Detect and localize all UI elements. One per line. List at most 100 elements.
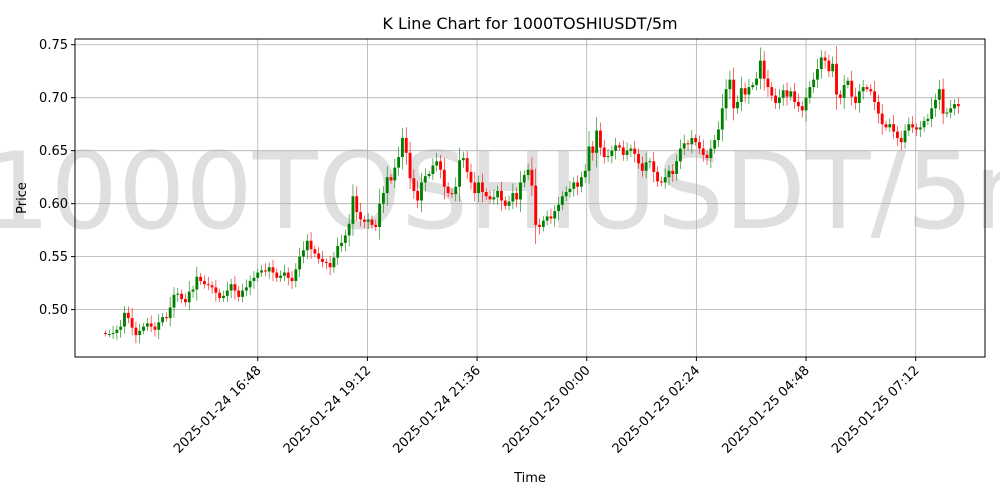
candle-body (880, 113, 884, 125)
candle-body (172, 294, 176, 308)
candle-body (812, 79, 816, 88)
candle (484, 188, 488, 200)
candle-body (222, 295, 225, 298)
candle (157, 314, 161, 340)
candle-body (244, 287, 248, 291)
candle (766, 70, 770, 97)
candle (366, 213, 370, 230)
candle (557, 196, 560, 221)
candle-body (503, 200, 507, 206)
candle-body (953, 104, 956, 109)
candle (416, 180, 420, 209)
candle-body (401, 137, 404, 158)
candle-body (892, 124, 896, 132)
candle-body (336, 246, 340, 258)
candle (576, 175, 580, 195)
candle-body (560, 196, 564, 205)
candle-body (279, 275, 283, 278)
candle-body (762, 60, 766, 79)
candle-body (846, 80, 850, 85)
candle (305, 234, 309, 260)
candle (941, 78, 945, 125)
candle (656, 166, 659, 187)
candle (663, 168, 667, 189)
candle-body (743, 88, 747, 95)
candle-body (180, 293, 184, 300)
candle (827, 54, 831, 78)
candle-body (602, 147, 606, 158)
candle (526, 163, 530, 181)
candle (164, 312, 168, 322)
candle-body (252, 277, 256, 282)
candle (442, 158, 446, 200)
candle (530, 157, 534, 196)
candle (252, 271, 256, 289)
candle (115, 325, 119, 340)
chart-title: K Line Chart for 1000TOSHIUSDT/5m (382, 14, 677, 33)
candle-body (865, 87, 869, 90)
candle (937, 79, 941, 111)
candle-body (309, 240, 313, 250)
candle (279, 270, 283, 282)
candle (458, 147, 461, 202)
candle (777, 89, 781, 110)
candle (945, 107, 949, 118)
candle-body (739, 88, 743, 102)
candle-body (640, 163, 644, 171)
candle-body (583, 170, 587, 178)
candle-body (123, 312, 126, 327)
candle-body (713, 140, 717, 149)
candle (755, 71, 758, 91)
candle (850, 70, 854, 106)
candle (949, 100, 953, 119)
candle (351, 184, 355, 236)
y-tick-label: 0.50 (39, 303, 68, 318)
candle (187, 281, 191, 311)
candle-body (134, 327, 138, 336)
x-tick-label: 2025-01-25 02:24 (610, 363, 703, 456)
candle-body (321, 258, 324, 262)
candle (359, 202, 362, 227)
candle (313, 245, 317, 258)
candle (694, 134, 698, 146)
candle (560, 191, 564, 210)
candle-body (777, 97, 781, 104)
plot-frame (74, 38, 986, 358)
candle-body (724, 89, 728, 109)
x-tick-label: 2025-01-25 00:00 (500, 363, 593, 456)
candle-body (633, 148, 637, 154)
candle-body (305, 240, 309, 251)
candle (888, 118, 892, 132)
candle (138, 323, 142, 344)
candle (225, 281, 229, 303)
candle-body (500, 190, 503, 201)
candle-body (225, 290, 229, 296)
candle-body (145, 323, 149, 327)
candle-body (260, 270, 263, 273)
candle-body (755, 78, 758, 85)
y-tick-label: 0.75 (39, 38, 68, 53)
candle (629, 144, 633, 158)
candle-body (359, 212, 362, 220)
candle (446, 182, 450, 198)
candle-body (282, 272, 286, 276)
candle-body (187, 291, 191, 303)
candle (461, 151, 465, 168)
candle (618, 142, 621, 151)
y-axis: 0.50 0.55 0.60 0.65 0.70 0.75 (39, 38, 75, 318)
candle-body (393, 167, 397, 181)
candle-body (895, 131, 899, 138)
candle (583, 164, 587, 183)
candle (275, 268, 279, 282)
candle-body (850, 80, 854, 97)
candle (420, 172, 423, 213)
candle (865, 84, 869, 93)
candle-body (698, 142, 701, 149)
candle (435, 153, 439, 172)
candle (256, 268, 260, 282)
candle (701, 139, 705, 162)
candle-body (229, 284, 233, 291)
candle (145, 317, 149, 331)
candle-body (576, 182, 580, 187)
candle-body (267, 267, 271, 272)
